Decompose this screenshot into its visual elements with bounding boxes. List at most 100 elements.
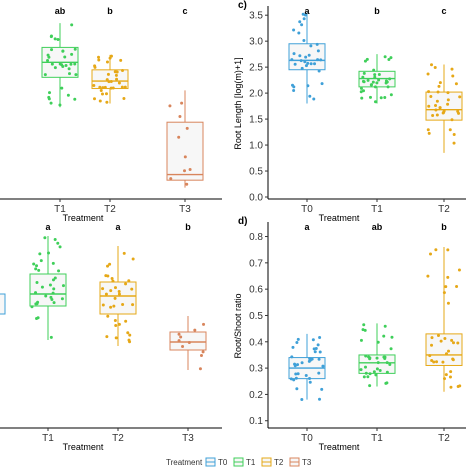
data-point (304, 64, 308, 68)
data-point (368, 384, 372, 388)
data-point (74, 73, 78, 77)
data-point (359, 338, 363, 342)
data-point (383, 55, 387, 59)
data-point (39, 259, 43, 263)
legend-item-T0: T0 (205, 457, 228, 467)
data-point (53, 238, 57, 242)
data-point (378, 369, 382, 373)
data-point (183, 155, 187, 159)
box-T0 (288, 333, 326, 401)
significance-letter: a (45, 222, 51, 232)
data-point (446, 98, 450, 102)
data-point (383, 324, 387, 328)
data-point (448, 128, 452, 132)
data-point (446, 102, 450, 106)
legend-item-T3: T3 (289, 457, 312, 467)
data-point (48, 283, 52, 287)
data-point (131, 303, 135, 307)
data-point (430, 63, 434, 67)
data-point (437, 84, 441, 88)
data-point (450, 118, 454, 122)
data-point (300, 361, 304, 365)
data-point (183, 169, 187, 173)
data-point (114, 323, 118, 327)
data-point (446, 275, 450, 279)
data-point (178, 115, 182, 119)
data-point (61, 284, 65, 288)
data-point (362, 323, 366, 327)
data-point (319, 58, 323, 62)
data-point (429, 252, 433, 256)
data-point (113, 296, 117, 300)
data-point (304, 373, 308, 377)
data-point (317, 69, 321, 73)
data-point (131, 257, 135, 261)
data-point (61, 49, 65, 53)
data-point (384, 79, 388, 83)
panel-bottom-right: 0.1 0.2 0.3 0.4 0.5 0.6 0.7 0.8 Root/Shoot ratio… (233, 216, 466, 452)
data-point (373, 85, 377, 89)
data-point (362, 375, 366, 379)
data-point (117, 81, 121, 85)
data-point (452, 133, 456, 137)
panel-label: d) (238, 216, 247, 227)
data-point (438, 106, 442, 110)
data-point (68, 72, 72, 76)
data-point (290, 355, 294, 359)
data-point (320, 82, 324, 86)
data-point (106, 264, 110, 268)
legend-label: T3 (302, 458, 312, 467)
data-point (361, 75, 365, 79)
data-point (37, 268, 41, 272)
data-point (101, 86, 105, 90)
data-point (373, 73, 377, 77)
data-point (111, 86, 115, 90)
data-point (312, 347, 316, 351)
data-point (456, 109, 460, 113)
data-point (307, 359, 311, 363)
data-point (309, 44, 313, 48)
data-point (58, 245, 62, 249)
data-point (63, 55, 67, 59)
data-point (50, 62, 54, 66)
data-point (364, 354, 368, 358)
data-point (446, 91, 450, 95)
data-point (426, 128, 430, 132)
data-point (108, 56, 112, 60)
legend-label: T2 (274, 458, 284, 467)
data-point (458, 384, 462, 388)
data-point (365, 57, 369, 61)
data-point (308, 94, 312, 98)
data-point (113, 318, 117, 322)
data-point (70, 52, 74, 56)
data-point (66, 93, 70, 97)
y-tick-label: 2.5 (249, 63, 263, 74)
data-point (123, 85, 127, 89)
data-point (107, 80, 111, 84)
data-point (128, 333, 132, 337)
data-point (106, 72, 110, 76)
x-tick-label: T2 (438, 433, 450, 444)
data-point (436, 334, 440, 338)
data-point (435, 113, 439, 117)
data-point (427, 131, 431, 135)
data-point (436, 90, 440, 94)
data-point (101, 287, 105, 291)
data-point (302, 17, 306, 21)
legend-item-T2: T2 (261, 457, 284, 467)
data-point (53, 276, 57, 280)
data-point (124, 282, 128, 286)
data-point (126, 331, 130, 335)
box-T1 (358, 323, 396, 388)
data-point (101, 303, 105, 307)
y-tick-label: 0.2 (249, 390, 263, 401)
data-point (442, 291, 446, 295)
data-point (308, 377, 312, 381)
data-point (32, 262, 36, 266)
data-point (444, 285, 448, 289)
data-point (300, 397, 304, 401)
box-T0-partial (0, 293, 6, 315)
data-point (452, 341, 456, 345)
data-point (169, 177, 173, 181)
